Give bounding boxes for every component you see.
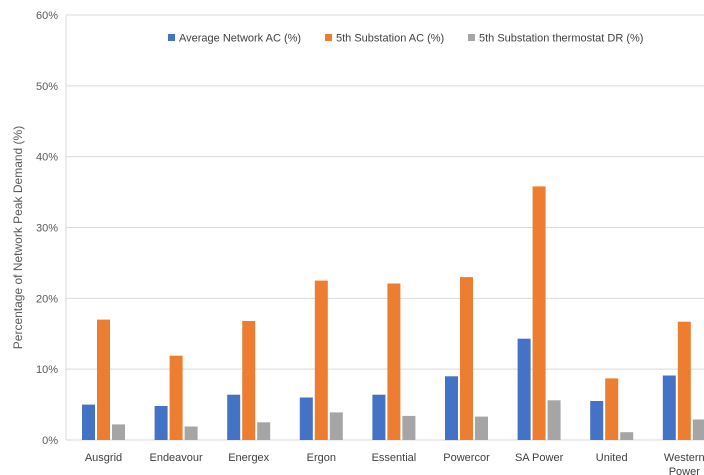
legend-swatch <box>168 34 175 41</box>
y-axis-label: Percentage of Network Peak Demand (%) <box>11 126 25 349</box>
bar-3-endeavour <box>184 426 198 440</box>
y-tick-label: 10% <box>36 364 58 376</box>
bar-2-endeavour <box>169 355 183 440</box>
legend-swatch <box>468 34 475 41</box>
bar-1-endeavour <box>154 406 168 440</box>
legend: Average Network AC (%) 5th Substation AC … <box>168 33 643 45</box>
bar-3-western-power <box>692 419 704 440</box>
x-category-label: Ausgrid <box>85 452 122 464</box>
bar-2-ausgrid <box>97 319 110 440</box>
bar-3-energex <box>257 422 271 440</box>
bar-1-ausgrid <box>82 404 95 440</box>
bar-2-energex <box>242 321 256 440</box>
bar-1-powercor <box>445 376 458 441</box>
x-category-label: Energex <box>228 452 269 464</box>
x-category-label: SA Power <box>515 452 564 464</box>
bar-1-ergon <box>299 397 313 440</box>
x-category-labels: Ausgrid Endeavour Energex Ergon Essential Pow… <box>85 452 704 475</box>
bars <box>82 186 704 441</box>
x-category-label: Endeavour <box>149 452 203 464</box>
bar-2-western-power <box>677 321 691 440</box>
bar-3-united <box>620 432 634 440</box>
y-tick-label: 30% <box>36 223 58 235</box>
bar-3-powercor <box>475 416 488 440</box>
y-tick-label: 60% <box>36 10 58 22</box>
bar-2-powercor <box>460 277 473 440</box>
bar-2-essential <box>387 283 401 440</box>
bar-1-sa-power <box>517 338 531 440</box>
y-tick-label: 40% <box>36 152 58 164</box>
bar-2-united <box>605 378 619 440</box>
y-tick-label: 50% <box>36 81 58 93</box>
bar-1-united <box>590 401 604 440</box>
legend-swatch <box>325 34 332 41</box>
x-category-label: Powercor <box>443 452 490 464</box>
bar-3-sa-power <box>547 400 561 440</box>
legend-label: 5th Substation AC (%) <box>336 33 444 45</box>
legend-label: Average Network AC (%) <box>179 33 301 45</box>
legend-label: 5th Substation thermostat DR (%) <box>479 33 643 45</box>
bar-2-ergon <box>314 280 328 440</box>
bar-2-sa-power <box>532 186 546 440</box>
bar-1-western-power <box>662 375 676 440</box>
bar-3-ausgrid <box>112 424 125 440</box>
y-tick-labels: 0% 10% 20% 30% 40% 50% 60% <box>36 10 58 447</box>
x-category-label: United <box>596 452 628 464</box>
bar-1-energex <box>227 394 241 440</box>
bar-1-essential <box>372 394 386 440</box>
y-tick-label: 0% <box>42 435 58 447</box>
bar-3-ergon <box>329 412 343 440</box>
y-tick-label: 20% <box>36 293 58 305</box>
x-category-label: Essential <box>372 452 417 464</box>
x-category-label: Ergon <box>307 452 336 464</box>
gridlines <box>65 14 704 441</box>
x-category-label: Western Power <box>664 452 704 475</box>
bar-3-essential <box>402 415 416 440</box>
